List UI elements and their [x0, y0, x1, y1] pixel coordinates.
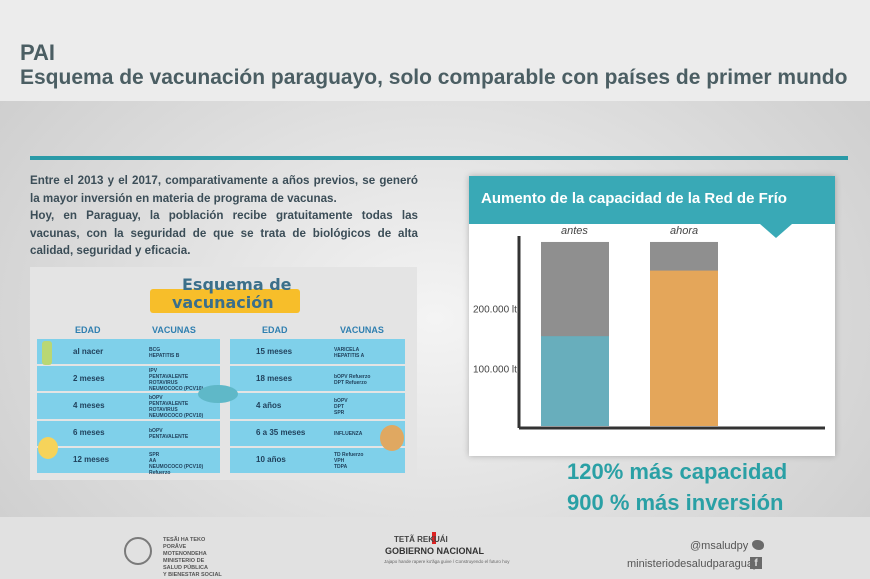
intro-paragraph-2: Hoy, en Paraguay, la población recibe gr…: [30, 209, 418, 257]
vaccination-schedule-infographic: Esquema de vacunación EDAD VACUNAS EDAD …: [30, 267, 417, 480]
row-vaccines: bOPV PENTAVALENTE: [149, 428, 189, 441]
col-header-edad-right: EDAD: [262, 325, 288, 335]
government-logo-line1: TETÃ REKUÁI: [394, 535, 448, 544]
twitter-handle[interactable]: @msaludpy: [690, 540, 749, 552]
table-row: al nacer BCG HEPATITIS B: [37, 337, 220, 364]
row-vaccines: VARICELA HEPATITIS A: [334, 346, 365, 359]
table-row: 6 a 35 meses INFLUENZA: [230, 418, 405, 446]
chart-header-pointer: [760, 224, 792, 238]
schedule-table-left: al nacer BCG HEPATITIS B 2 meses IPV PENTAV…: [37, 337, 220, 477]
investment-caption: 900 % más inversión: [567, 490, 784, 515]
government-logo-line2: GOBIERNO NACIONAL: [385, 546, 484, 556]
table-row: 2 meses IPV PENTAVALENTE ROTAVIRUS NEUMOC…: [37, 364, 220, 393]
ministry-logo-line: MOTENONDEHA: [163, 551, 207, 557]
table-row: 10 años TD Refuerzo VPH TDPA: [230, 445, 405, 473]
row-age: 12 meses: [73, 455, 110, 465]
ministry-logo-line: PORÂVE: [163, 544, 187, 550]
col-header-vacunas-left: VACUNAS: [152, 325, 196, 335]
ministry-logo-line: MINISTERIO DE: [163, 558, 205, 564]
row-vaccines: bOPV Refuerzo DPT Refuerzo: [334, 373, 371, 386]
row-age: 18 meses: [256, 373, 293, 383]
row-vaccines: bOPV DPT SPR: [334, 397, 348, 416]
row-vaccines: BCG HEPATITIS B: [149, 346, 180, 359]
schedule-title-line1: Esquema de: [182, 275, 292, 294]
col-header-vacunas-right: VACUNAS: [340, 325, 384, 335]
row-age: 6 meses: [73, 428, 105, 438]
child-icon-left: [38, 437, 58, 459]
ministry-logo-line: SALUD PÚBLICA: [163, 565, 208, 571]
program-acronym: PAI: [20, 40, 56, 65]
intro-paragraph-1: Entre el 2013 y el 2017, comparativament…: [30, 174, 418, 205]
row-age: 4 años: [256, 400, 282, 410]
y-tick-label: 100.000 lt.: [473, 364, 520, 375]
schedule-table-right: 15 meses VARICELA HEPATITIS A 18 meses bOPV…: [230, 337, 405, 473]
table-row: 12 meses SPR AA NEUMOCOCO (PCV10) Refuerz…: [37, 445, 220, 477]
banner-ribbon: [150, 289, 300, 313]
y-tick-label: 200.000 lt.: [473, 305, 520, 316]
table-row: 18 meses bOPV Refuerzo DPT Refuerzo: [230, 364, 405, 391]
facebook-page[interactable]: ministeriodesaludparaguay: [627, 558, 759, 570]
table-row: 4 meses bOPV PENTAVALENTE ROTAVIRUS NEUMO…: [37, 391, 220, 420]
row-vaccines: bOPV PENTAVALENTE ROTAVIRUS NEUMOCOCO (P…: [149, 395, 204, 420]
table-row: 4 años bOPV DPT SPR: [230, 391, 405, 418]
intro-text: Entre el 2013 y el 2017, comparativament…: [30, 172, 418, 260]
row-age: al nacer: [73, 346, 104, 356]
row-age: 4 meses: [73, 400, 105, 410]
page-title: Esquema de vacunación paraguayo, solo co…: [20, 66, 848, 89]
row-age: 2 meses: [73, 373, 105, 383]
divider: [30, 156, 848, 160]
airplane-icon: [198, 385, 238, 403]
government-tagline: Jajapo hande rapere ko'ãga guive / Const…: [384, 559, 510, 564]
table-row: 6 meses bOPV PENTAVALENTE: [37, 418, 220, 446]
x-tick-label: ahora: [670, 225, 698, 237]
bottle-icon: [42, 341, 52, 365]
twitter-icon[interactable]: [752, 540, 764, 550]
row-vaccines: SPR AA NEUMOCOCO (PCV10) Refuerzo: [149, 452, 204, 477]
bar-antes: [541, 336, 609, 426]
row-vaccines: TD Refuerzo VPH TDPA: [334, 452, 364, 471]
chart-card-header: Aumento de la capacidad de la Red de Frí…: [469, 176, 835, 224]
ministry-logo-line: Y BIENESTAR SOCIAL: [163, 572, 222, 578]
col-header-edad-left: EDAD: [75, 325, 101, 335]
chart-title: Aumento de la capacidad de la Red de Frí…: [481, 190, 787, 207]
x-tick-label: antes: [561, 225, 588, 237]
row-age: 6 a 35 meses: [256, 428, 306, 438]
bar-ahora: [650, 270, 718, 426]
facebook-icon[interactable]: f: [750, 557, 762, 569]
header-band: [0, 0, 870, 101]
capacity-chart: 100.000 lt. 200.000 lt. antes ahora: [473, 225, 825, 430]
ministry-logo-text: TESÃI HA TEKO PORÂVE MOTENONDEHA MINISTERIO…: [163, 537, 222, 579]
row-age: 10 años: [256, 455, 286, 465]
flag-icon: [432, 532, 436, 544]
schedule-title-line2: vacunación: [172, 293, 274, 312]
row-vaccines: IPV PENTAVALENTE ROTAVIRUS NEUMOCOCO (PC…: [149, 368, 204, 393]
capacity-caption: 120% más capacidad: [567, 459, 788, 484]
row-vaccines: INFLUENZA: [334, 431, 363, 438]
table-row: 15 meses VARICELA HEPATITIS A: [230, 337, 405, 364]
ministry-logo-line: TESÃI HA TEKO: [163, 537, 206, 543]
ministry-seal-icon: [124, 537, 152, 565]
child-icon-right: [380, 425, 404, 451]
schedule-title-banner: Esquema de vacunación: [150, 275, 300, 319]
row-age: 15 meses: [256, 346, 293, 356]
